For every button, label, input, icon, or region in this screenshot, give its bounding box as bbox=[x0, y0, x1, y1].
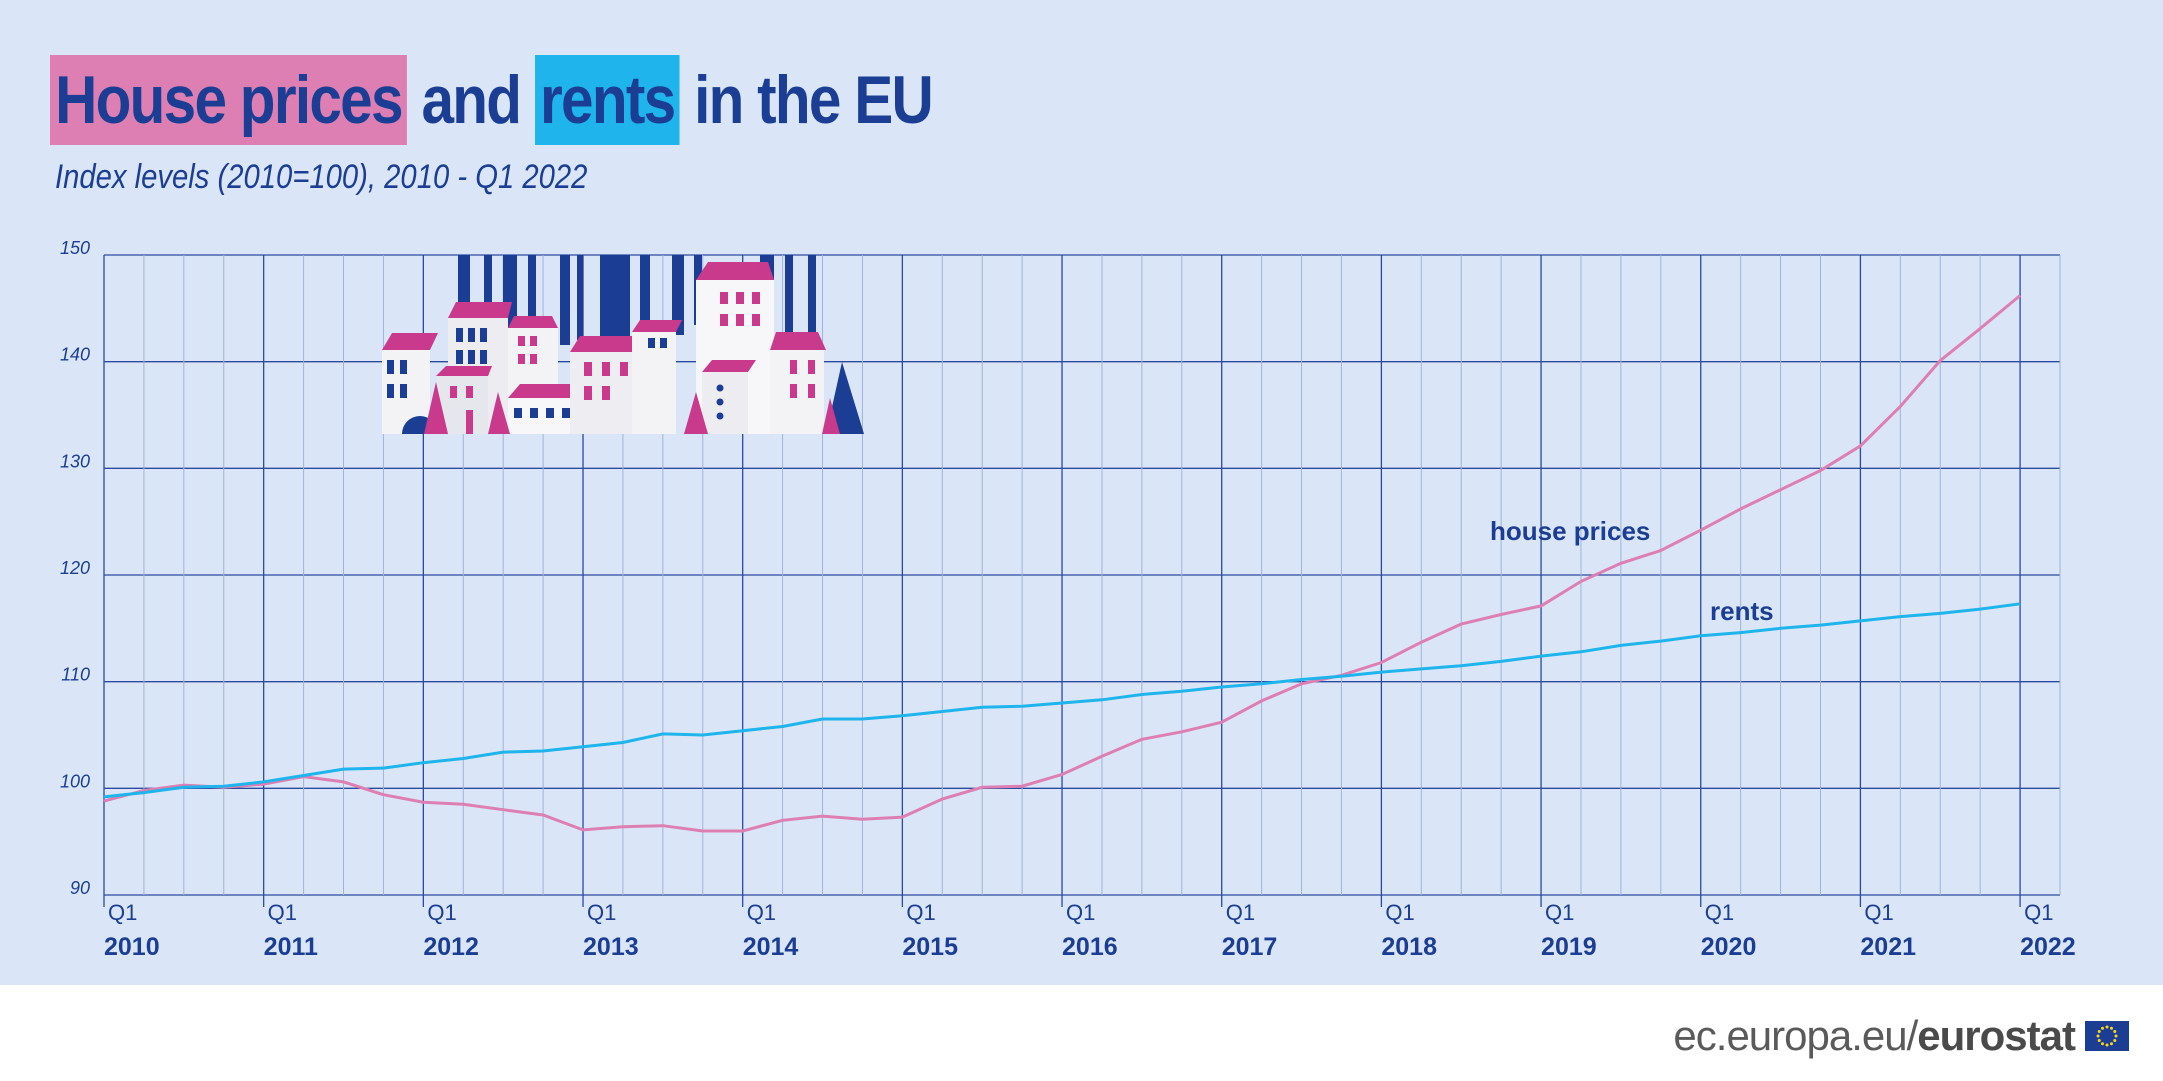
x-quarter-label: Q1 bbox=[2024, 900, 2053, 925]
y-tick-label: 110 bbox=[61, 665, 90, 685]
x-year-label: 2010 bbox=[104, 933, 160, 961]
buildings-illustration-icon bbox=[382, 255, 864, 434]
rents-line bbox=[103, 602, 2021, 799]
flag-star bbox=[2101, 1026, 2104, 1030]
x-year-label: 2022 bbox=[2020, 933, 2076, 961]
x-year-label: 2014 bbox=[743, 933, 799, 961]
x-quarter-label: Q1 bbox=[1385, 900, 1414, 925]
x-quarter-label: Q1 bbox=[1705, 900, 1734, 925]
x-year-label: 2015 bbox=[902, 933, 958, 961]
x-quarter-label: Q1 bbox=[747, 900, 776, 925]
flag-star bbox=[2097, 1030, 2101, 1033]
y-tick-label: 90 bbox=[70, 878, 90, 898]
rents-series-label: rents bbox=[1710, 596, 1774, 626]
series-lines bbox=[103, 294, 2022, 833]
flag-star bbox=[2105, 1025, 2109, 1029]
flag-star bbox=[2114, 1034, 2118, 1038]
x-year-label: 2016 bbox=[1062, 933, 1118, 961]
y-tick-label: 140 bbox=[60, 345, 90, 365]
x-quarter-label: Q1 bbox=[906, 900, 935, 925]
flag-star bbox=[2110, 1042, 2113, 1046]
y-axis-labels: 90 100 110 120 130 140 150 bbox=[60, 238, 90, 898]
x-year-label: 2013 bbox=[583, 933, 639, 961]
chart-grid bbox=[103, 254, 2061, 907]
flag-star bbox=[2096, 1034, 2100, 1038]
flag-star bbox=[2097, 1039, 2101, 1042]
eurostat-brand: eurostat bbox=[1917, 1012, 2076, 1059]
title-rents: rents bbox=[534, 55, 680, 145]
chart-title: House prices and rents in the EU bbox=[50, 50, 934, 150]
x-quarter-label: Q1 bbox=[268, 900, 297, 925]
house-prices-series-label: house prices bbox=[1490, 516, 1650, 546]
chart-subtitle: Index levels (2010=100), 2010 - Q1 2022 bbox=[55, 158, 588, 196]
x-year-label: 2021 bbox=[1860, 933, 1916, 961]
x-quarter-label: Q1 bbox=[587, 900, 616, 925]
x-quarter-label: Q1 bbox=[108, 900, 137, 925]
footer-brand[interactable]: ec.europa.eu/eurostat bbox=[1673, 1008, 2129, 1064]
x-year-label: 2019 bbox=[1541, 933, 1597, 961]
y-tick-label: 130 bbox=[60, 451, 90, 471]
flag-star bbox=[2101, 1042, 2104, 1046]
y-tick-label: 120 bbox=[60, 558, 90, 578]
x-year-label: 2020 bbox=[1701, 933, 1757, 961]
x-year-label: 2011 bbox=[264, 933, 318, 961]
flag-star bbox=[2113, 1039, 2117, 1042]
x-quarter-label: Q1 bbox=[1226, 900, 1255, 925]
x-year-label: 2018 bbox=[1381, 933, 1437, 961]
x-quarter-label: Q1 bbox=[427, 900, 456, 925]
title-and: and bbox=[406, 62, 535, 138]
chart-panel bbox=[0, 0, 2163, 985]
title-house-prices: House prices bbox=[50, 55, 407, 145]
x-quarter-label: Q1 bbox=[1545, 900, 1574, 925]
flag-star bbox=[2110, 1026, 2113, 1030]
house-prices-line bbox=[103, 294, 2022, 833]
y-tick-label: 100 bbox=[60, 771, 90, 791]
x-axis-labels: Q1 2010 Q1 2011 Q1 2012 Q1 2013 Q1 2014 Q1 2015 Q1 20… bbox=[104, 900, 2076, 961]
flag-star bbox=[2113, 1030, 2117, 1033]
flag-star bbox=[2105, 1043, 2109, 1047]
x-quarter-label: Q1 bbox=[1066, 900, 1095, 925]
footer-url[interactable]: ec.europa.eu/eurostat bbox=[1673, 1012, 2076, 1060]
x-year-label: 2012 bbox=[423, 933, 479, 961]
x-quarter-label: Q1 bbox=[1864, 900, 1893, 925]
x-year-label: 2017 bbox=[1222, 933, 1278, 961]
eu-flag-icon bbox=[2085, 1021, 2129, 1051]
title-in-the-eu: in the EU bbox=[679, 62, 934, 138]
y-tick-label: 150 bbox=[60, 238, 90, 258]
footer-url-prefix: ec.europa.eu/ bbox=[1673, 1012, 1918, 1059]
